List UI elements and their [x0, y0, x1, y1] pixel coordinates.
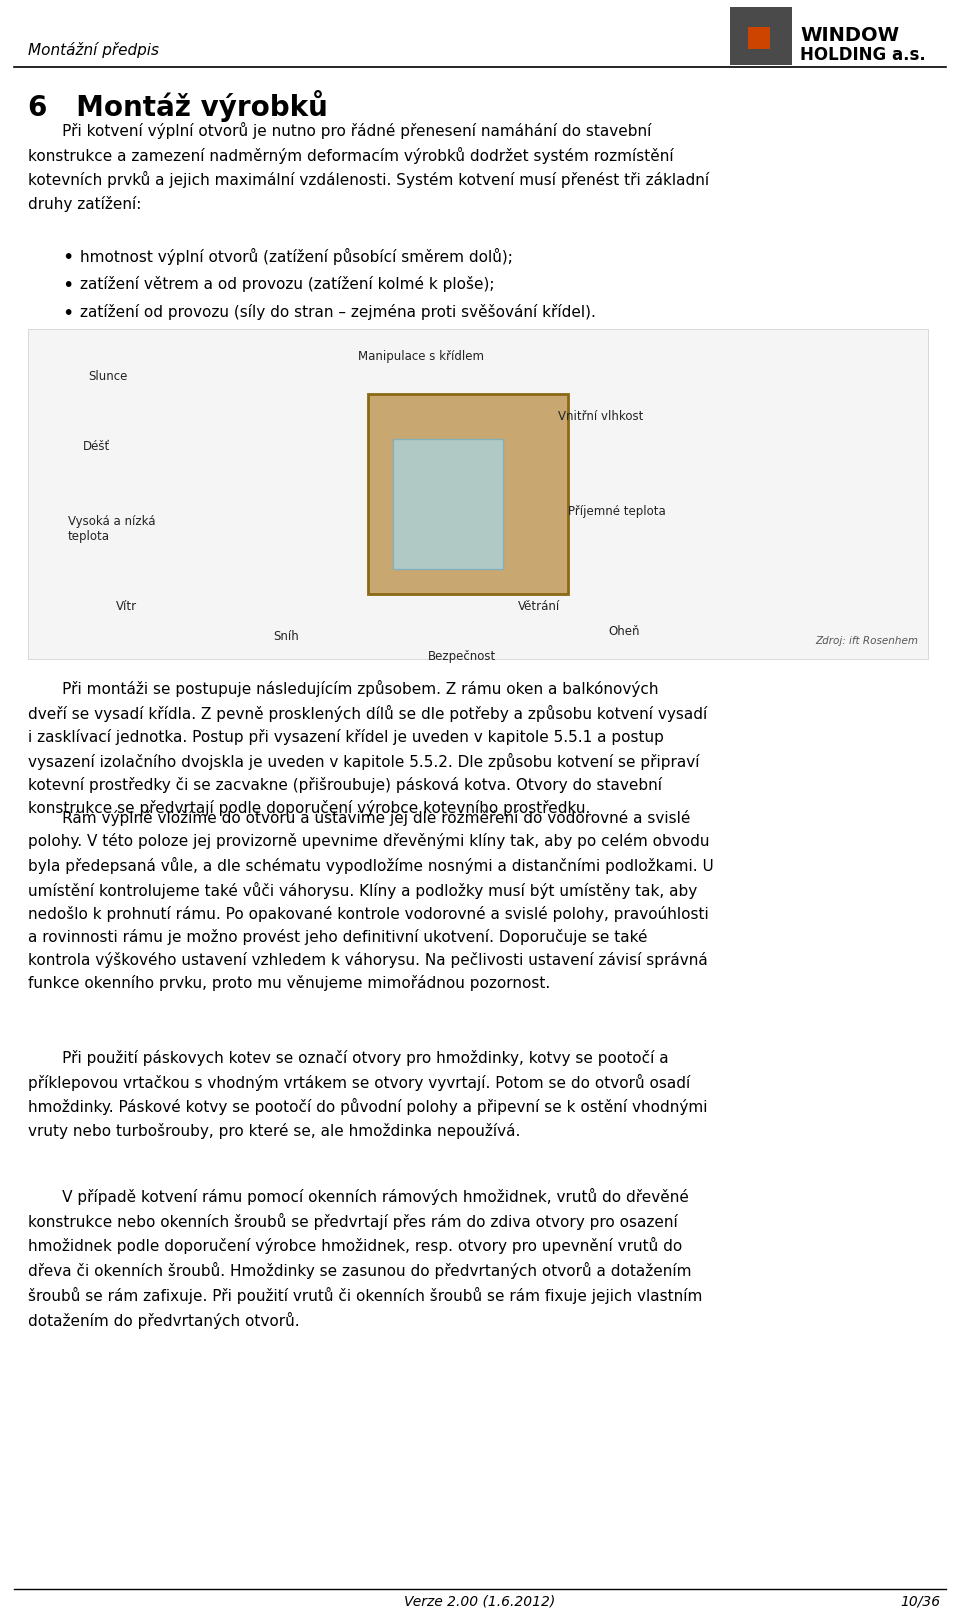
Text: Slunce: Slunce — [88, 370, 128, 383]
Text: Déšť: Déšť — [83, 440, 110, 453]
Text: Vysoká a nízká
teplota: Vysoká a nízká teplota — [68, 514, 156, 542]
Text: Oheň: Oheň — [608, 625, 639, 638]
Text: Sníh: Sníh — [273, 630, 299, 643]
Text: Manipulace s křídlem: Manipulace s křídlem — [358, 351, 484, 364]
Text: Větrání: Větrání — [518, 599, 561, 612]
Bar — [393, 440, 503, 570]
Bar — [730, 8, 792, 67]
Text: WINDOW: WINDOW — [800, 26, 900, 45]
Text: 10/36: 10/36 — [900, 1594, 940, 1608]
Text: V případě kotvení rámu pomocí okenních rámových hmožidnek, vrutů do dřevěné
kons: V případě kotvení rámu pomocí okenních r… — [28, 1188, 703, 1328]
Text: HOLDING a.s.: HOLDING a.s. — [800, 45, 925, 63]
Text: zatížení od provozu (síly do stran – zejména proti svěšování křídel).: zatížení od provozu (síly do stran – zej… — [80, 304, 596, 320]
Bar — [28, 329, 928, 659]
Bar — [748, 28, 770, 50]
Text: Při montáži se postupuje následujícím způsobem. Z rámu oken a balkónových
dveří : Při montáži se postupuje následujícím zp… — [28, 680, 708, 815]
Text: •: • — [62, 276, 73, 295]
Text: hmotnost výplní otvorů (zatížení působící směrem dolů);: hmotnost výplní otvorů (zatížení působíc… — [80, 248, 513, 265]
Text: Při použití páskovych kotev se označí otvory pro hmoždinky, kotvy se pootočí a
p: Při použití páskovych kotev se označí ot… — [28, 1050, 708, 1138]
Text: Vítr: Vítr — [116, 599, 137, 612]
Text: Při kotvení výplní otvorů je nutno pro řádné přenesení namáhání do stavební
kons: Při kotvení výplní otvorů je nutno pro ř… — [28, 122, 709, 211]
Bar — [368, 394, 568, 594]
Text: Zdroj: ift Rosenhem: Zdroj: ift Rosenhem — [815, 636, 918, 646]
Text: Bezpečnost: Bezpečnost — [428, 649, 496, 662]
Text: Montážní předpis: Montážní předpis — [28, 42, 159, 58]
Text: zatížení větrem a od provozu (zatížení kolmé k ploše);: zatížení větrem a od provozu (zatížení k… — [80, 276, 494, 292]
Text: Verze 2.00 (1.6.2012): Verze 2.00 (1.6.2012) — [404, 1594, 556, 1608]
Text: •: • — [62, 248, 73, 266]
Text: Vnitřní vlhkost: Vnitřní vlhkost — [558, 409, 643, 422]
Text: Rám výplně vložíme do otvoru a ustavime jej dle rozměření do vodorovné a svislé
: Rám výplně vložíme do otvoru a ustavime … — [28, 810, 713, 990]
Text: 6   Montáž výrobků: 6 Montáž výrobků — [28, 89, 328, 122]
Text: Příjemné teplota: Příjemné teplota — [568, 505, 665, 518]
Text: •: • — [62, 304, 73, 323]
